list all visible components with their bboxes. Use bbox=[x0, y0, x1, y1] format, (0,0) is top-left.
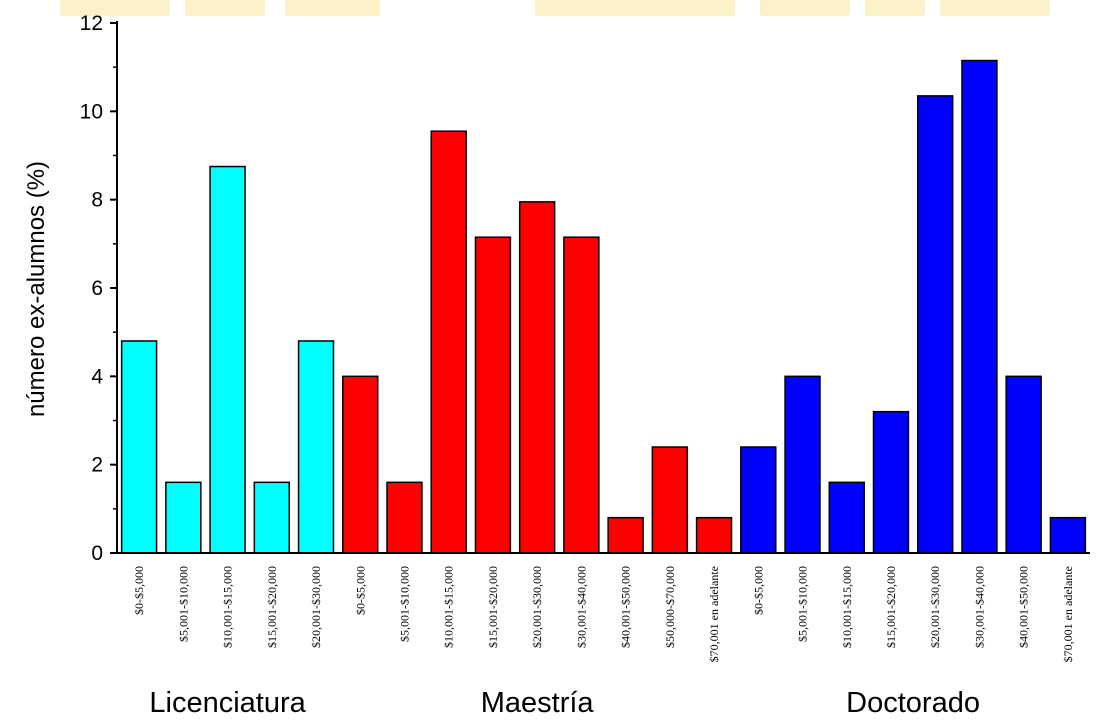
group-label: Doctorado bbox=[846, 687, 980, 719]
x-tick-label: $30,001-$40,000 bbox=[972, 566, 986, 648]
bar bbox=[740, 446, 777, 554]
bar bbox=[386, 481, 423, 554]
x-tick-label: $50,000-$70,000 bbox=[663, 566, 677, 648]
bar bbox=[430, 130, 467, 554]
group-label: Maestría bbox=[481, 687, 595, 719]
y-tick-label: 4 bbox=[91, 365, 103, 388]
x-tick-label: $20,001-$30,000 bbox=[928, 566, 942, 648]
group-label: Licenciatura bbox=[149, 687, 306, 719]
x-tick-label: $20,001-$30,000 bbox=[309, 566, 323, 648]
y-tick-label: 8 bbox=[91, 189, 103, 212]
bar bbox=[120, 340, 158, 554]
bars bbox=[120, 59, 1087, 554]
bar bbox=[297, 340, 335, 554]
y-tick-label: 12 bbox=[80, 12, 103, 35]
x-tick-label: $0-$5,000 bbox=[751, 566, 765, 615]
y-tick-label: 6 bbox=[91, 277, 103, 300]
bar bbox=[651, 446, 689, 554]
bar bbox=[828, 481, 865, 554]
x-tick-label: $0-$5,000 bbox=[353, 566, 367, 615]
bar bbox=[518, 201, 556, 554]
x-tick-label: $40,001-$50,000 bbox=[1017, 566, 1031, 648]
bar bbox=[342, 375, 379, 554]
x-tick-label: $30,001-$40,000 bbox=[574, 566, 588, 648]
x-tick-label: $5,001-$10,000 bbox=[796, 566, 810, 642]
x-tick-label: $10,001-$15,000 bbox=[442, 566, 456, 648]
x-tick-label: $15,001-$20,000 bbox=[486, 566, 500, 648]
x-tick-label: $20,001-$30,000 bbox=[530, 566, 544, 648]
bar bbox=[209, 165, 246, 554]
bar bbox=[1049, 516, 1087, 554]
bar bbox=[1005, 375, 1042, 554]
x-tick-label: $5,001-$10,000 bbox=[176, 566, 190, 642]
bar bbox=[474, 236, 512, 554]
bar bbox=[784, 375, 821, 554]
bar bbox=[872, 410, 910, 554]
y-tick-label: 2 bbox=[91, 454, 103, 477]
bar bbox=[607, 516, 644, 554]
bar bbox=[563, 236, 600, 554]
x-tick-label: $10,001-$15,000 bbox=[221, 566, 235, 648]
x-tick-label: $70,001 en adelante bbox=[1061, 566, 1075, 662]
x-tick-label: $15,001-$20,000 bbox=[265, 566, 279, 648]
y-ticks: 0 2 4 6 8 10 12 bbox=[80, 12, 117, 565]
bar bbox=[961, 59, 998, 554]
bar bbox=[165, 481, 202, 554]
x-tick-label: $70,001 en adelante bbox=[707, 566, 721, 662]
x-tick-label: $10,001-$15,000 bbox=[840, 566, 854, 648]
bar bbox=[695, 516, 733, 554]
bar bbox=[916, 95, 954, 554]
x-tick-label: $0-$5,000 bbox=[132, 566, 146, 615]
y-tick-label: 10 bbox=[80, 100, 103, 123]
y-axis-label: número ex-alumnos (%) bbox=[23, 161, 50, 417]
y-tick-label: 0 bbox=[91, 542, 103, 565]
x-tick-label: $5,001-$10,000 bbox=[397, 566, 411, 642]
x-tick-label: $40,001-$50,000 bbox=[619, 566, 633, 648]
x-tick-labels: $0-$5,000 $5,001-$10,000 $10,001-$15,000 $1… bbox=[132, 566, 1075, 662]
x-tick-label: $15,001-$20,000 bbox=[884, 566, 898, 648]
bar bbox=[253, 481, 291, 554]
group-labels: Licenciatura Maestría Doctorado bbox=[149, 687, 980, 719]
